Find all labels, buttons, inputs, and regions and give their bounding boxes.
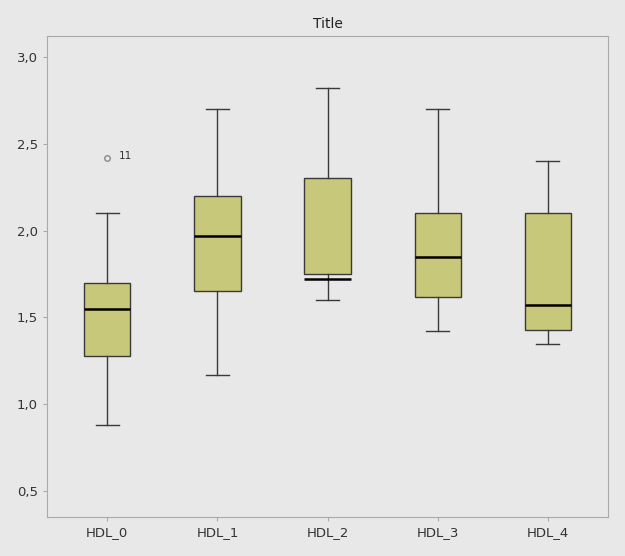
PathPatch shape (304, 178, 351, 274)
Title: Title: Title (312, 17, 342, 31)
PathPatch shape (194, 196, 241, 291)
PathPatch shape (414, 214, 461, 297)
Text: 11: 11 (118, 151, 132, 161)
PathPatch shape (84, 283, 131, 356)
PathPatch shape (524, 214, 571, 330)
